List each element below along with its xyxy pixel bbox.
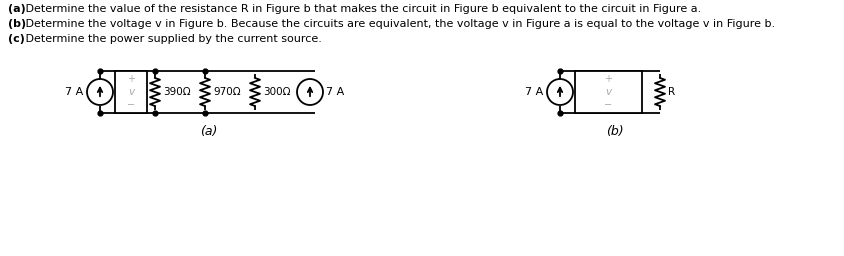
Text: 390Ω: 390Ω: [163, 87, 191, 97]
Text: v: v: [128, 87, 134, 97]
Text: v: v: [605, 87, 612, 97]
Text: 300Ω: 300Ω: [263, 87, 290, 97]
Text: −: −: [127, 100, 135, 110]
Text: 970Ω: 970Ω: [213, 87, 241, 97]
Text: (c): (c): [8, 34, 24, 44]
Text: (a): (a): [8, 4, 26, 14]
Text: Determine the value of the resistance R in Figure b that makes the circuit in Fi: Determine the value of the resistance R …: [22, 4, 701, 14]
Text: +: +: [604, 74, 613, 84]
Text: (a): (a): [200, 125, 218, 138]
Text: −: −: [604, 100, 613, 110]
Text: (b): (b): [8, 19, 26, 29]
Text: 7 A: 7 A: [525, 87, 543, 97]
Text: Determine the voltage v in Figure b. Because the circuits are equivalent, the vo: Determine the voltage v in Figure b. Bec…: [22, 19, 775, 29]
Text: R: R: [668, 87, 675, 97]
Bar: [575, 71, 642, 113]
Bar: [115, 71, 147, 113]
Text: +: +: [127, 74, 135, 84]
Text: 7 A: 7 A: [326, 87, 344, 97]
Text: 7 A: 7 A: [65, 87, 83, 97]
Text: Determine the power supplied by the current source.: Determine the power supplied by the curr…: [22, 34, 322, 44]
Text: (b): (b): [606, 125, 624, 138]
